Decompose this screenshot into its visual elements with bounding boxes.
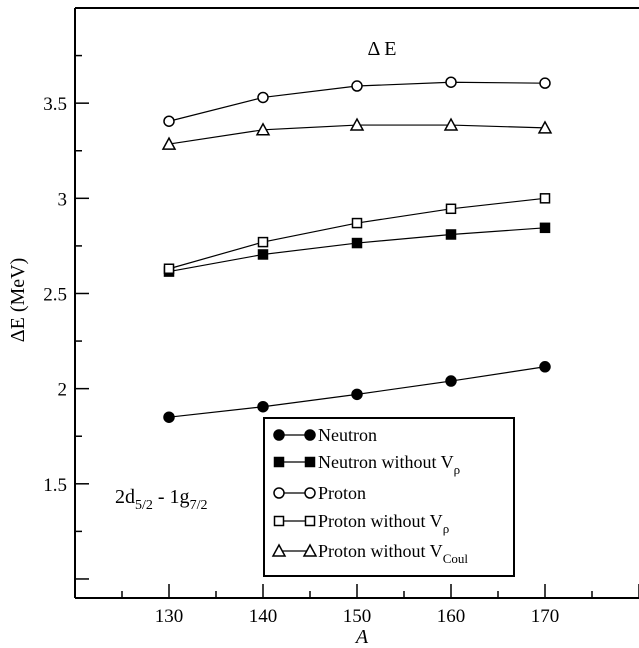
series-line <box>168 197 546 270</box>
legend-item: Proton <box>273 483 366 503</box>
legend-marker <box>304 456 316 468</box>
data-point <box>257 249 269 260</box>
series-4 <box>161 117 553 150</box>
data-point <box>351 217 363 229</box>
y-tick-label: 3 <box>58 189 68 210</box>
data-point <box>255 122 271 136</box>
legend-box <box>263 417 515 577</box>
x-tick-label: 160 <box>437 606 466 627</box>
legend-label: Proton without Vρ <box>318 511 449 536</box>
y-axis-title: ΔE (MeV) <box>7 258 29 343</box>
legend-label: Neutron <box>318 425 377 445</box>
legend-marker <box>302 543 318 557</box>
x-tick-label: 130 <box>155 606 184 627</box>
legend-marker <box>271 543 287 557</box>
legend-marker <box>304 429 316 441</box>
x-axis-title: A <box>354 626 369 648</box>
series-1 <box>163 222 551 277</box>
data-point <box>539 222 551 234</box>
legend-marker <box>273 456 285 468</box>
legend-marker <box>304 515 316 527</box>
legend-marker <box>304 487 316 499</box>
legend-label: Proton without VCoul <box>318 541 468 566</box>
orbital-annotation: 2d5/2 - 1g7/2 <box>115 486 207 513</box>
legend-marker <box>273 487 285 499</box>
legend-marker <box>273 429 285 441</box>
data-point <box>445 375 457 387</box>
data-point <box>443 117 459 131</box>
data-point <box>445 229 457 240</box>
data-point <box>351 80 363 92</box>
y-tick-label: 3.5 <box>43 94 67 115</box>
data-point <box>349 117 365 131</box>
data-point <box>163 115 175 127</box>
series-2 <box>163 76 551 127</box>
data-point <box>257 91 269 104</box>
data-point <box>539 77 551 89</box>
data-point <box>539 361 551 373</box>
legend-item: Neutron <box>273 425 377 445</box>
data-point <box>163 263 175 274</box>
y-tick-label: 2.5 <box>43 284 67 305</box>
annotation-sub1: 5/2 <box>135 498 153 513</box>
legend-label: Neutron without Vρ <box>318 452 460 477</box>
data-point <box>257 400 269 413</box>
legend: Neutron Neutron without Vρ Proton Proton wi… <box>263 417 515 577</box>
annotation-mid: - 1g <box>153 486 190 508</box>
data-point <box>445 76 457 88</box>
series-3 <box>163 193 551 274</box>
data-point <box>257 236 269 248</box>
data-point <box>163 411 175 423</box>
legend-item: Proton without Vρ <box>273 511 449 536</box>
legend-marker <box>273 515 285 527</box>
x-tick-label: 140 <box>249 606 278 627</box>
x-tick-label: 170 <box>531 606 560 627</box>
data-point <box>445 203 457 215</box>
chart-title: Δ E <box>368 38 397 60</box>
legend-item: Neutron without Vρ <box>273 452 460 477</box>
legend-item: Proton without VCoul <box>271 541 468 566</box>
annotation-main: 2d <box>115 486 135 508</box>
data-point <box>539 193 551 204</box>
y-tick-label: 2 <box>58 380 68 401</box>
data-point <box>161 136 177 150</box>
series-0 <box>163 361 551 423</box>
legend-label: Proton <box>318 483 366 503</box>
annotation-sub2: 7/2 <box>190 498 208 513</box>
data-point <box>351 237 363 249</box>
data-point <box>537 120 553 134</box>
series-line <box>168 227 546 273</box>
data-point <box>351 388 363 401</box>
x-tick-label: 150 <box>343 606 372 627</box>
y-tick-label: 1.5 <box>43 475 67 496</box>
